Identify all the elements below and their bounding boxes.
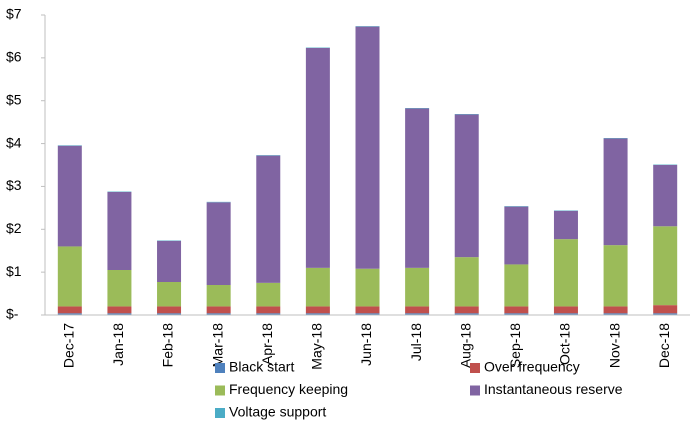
bar-segment	[504, 264, 529, 307]
bar-segment	[157, 282, 182, 307]
bar-segment	[653, 305, 678, 314]
bar-segment	[454, 306, 479, 314]
bar-segment	[305, 306, 330, 314]
legend-swatch	[470, 385, 480, 396]
bar-segment	[454, 257, 479, 307]
y-tick-label: $3	[6, 177, 22, 193]
bar-segment	[305, 313, 330, 315]
bar-segment	[553, 239, 578, 307]
bar-segment	[107, 192, 132, 270]
x-tick-label: Jan-18	[110, 323, 126, 366]
bar-segment	[355, 306, 380, 314]
x-tick-label: Dec-18	[656, 323, 672, 368]
bar-segment	[57, 246, 82, 307]
y-tick-label: $4	[6, 134, 22, 150]
legend-label: Instantaneous reserve	[484, 381, 623, 397]
bar-segment	[553, 210, 578, 240]
x-tick-label: May-18	[309, 323, 325, 370]
bar-segment	[256, 155, 281, 283]
y-tick-label: $5	[6, 91, 22, 107]
legend-swatch	[470, 363, 480, 373]
bar-segment	[256, 306, 281, 314]
bar-segment	[653, 226, 678, 306]
bar-segment	[653, 313, 678, 315]
bar-segment	[405, 267, 430, 307]
bar-segment	[454, 313, 479, 315]
bar-segment	[206, 202, 231, 285]
bar-segment	[107, 313, 132, 315]
bar-segment	[553, 313, 578, 315]
y-tick-label: $-	[6, 306, 19, 322]
bar-segment	[305, 48, 330, 268]
legend-label: Over frequency	[484, 359, 580, 375]
legend-label: Frequency keeping	[229, 381, 348, 397]
x-tick-label: Feb-18	[160, 323, 176, 368]
y-tick-label: $2	[6, 220, 22, 236]
bar-segment	[157, 306, 182, 314]
x-tick-label: Dec-17	[61, 323, 77, 368]
x-tick-label: Jun-18	[358, 323, 374, 366]
x-tick-label: Aug-18	[457, 323, 473, 368]
bar-segment	[256, 313, 281, 315]
bar-segment	[305, 267, 330, 307]
legend-label: Voltage support	[229, 404, 326, 420]
x-tick-label: Jul-18	[408, 323, 424, 361]
x-tick-label: Apr-18	[259, 323, 275, 365]
legend-label: Black start	[229, 359, 294, 375]
bar-segment	[405, 306, 430, 314]
bar-segment	[107, 270, 132, 307]
bar-segment	[355, 26, 380, 269]
bar-segment	[454, 114, 479, 258]
bar-segment	[57, 306, 82, 314]
bar-segment	[603, 138, 628, 246]
x-tick-label: Oct-18	[557, 323, 573, 365]
bar-segment	[107, 306, 132, 314]
bar-segment	[57, 145, 82, 247]
bar-segment	[603, 313, 628, 315]
bar-segment	[504, 313, 529, 315]
legend-swatch	[215, 385, 225, 396]
x-tick-label: Nov-18	[606, 323, 622, 368]
bar-segment	[504, 206, 529, 265]
bar-segment	[206, 285, 231, 307]
bar-segment	[405, 108, 430, 268]
x-tick-label: Mar-18	[209, 323, 225, 368]
bar-segment	[653, 165, 678, 227]
bar-segment	[157, 313, 182, 315]
bar-segment	[553, 306, 578, 314]
bar-segment	[405, 313, 430, 315]
bar-segment	[206, 313, 231, 315]
y-tick-label: $7	[6, 6, 22, 22]
bar-segment	[603, 245, 628, 307]
bar-segment	[157, 240, 182, 282]
legend-swatch	[215, 408, 225, 418]
bar-segment	[504, 306, 529, 314]
bar-segment	[603, 306, 628, 314]
y-tick-label: $1	[6, 263, 22, 279]
bar-segment	[355, 313, 380, 315]
bar-segment	[355, 268, 380, 307]
bar-segment	[256, 282, 281, 307]
bar-segment	[206, 306, 231, 314]
bar-segment	[57, 313, 82, 315]
x-tick-label: Sep-18	[507, 323, 523, 368]
legend-swatch	[215, 363, 225, 373]
y-tick-label: $6	[6, 49, 22, 65]
